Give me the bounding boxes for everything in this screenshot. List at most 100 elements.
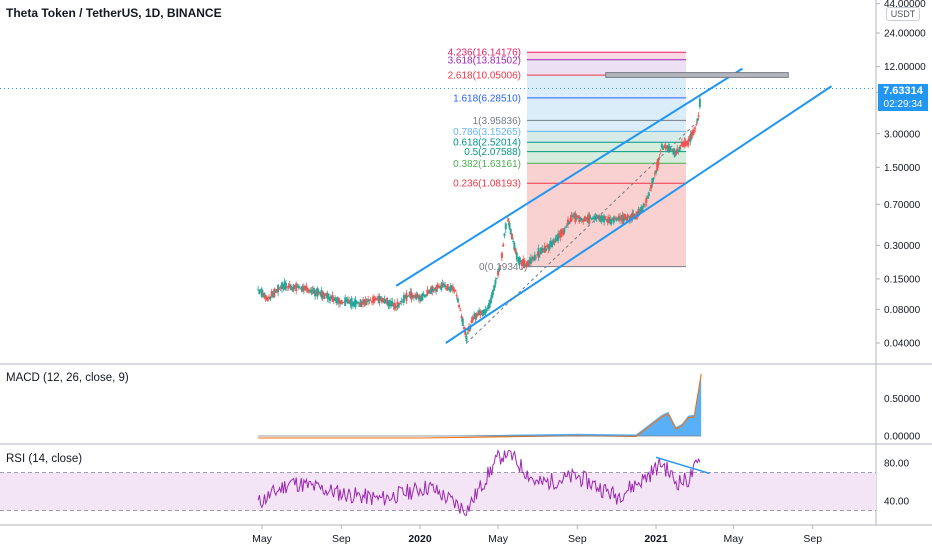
- candle-body: [620, 216, 623, 220]
- candle-body: [470, 320, 473, 323]
- candle-body: [684, 140, 687, 146]
- y-tick-label: 24.00000: [884, 29, 926, 40]
- candle-body: [455, 295, 458, 296]
- candle-body: [560, 229, 563, 235]
- candle-body: [675, 152, 678, 155]
- candle-body: [441, 283, 444, 287]
- candle-body: [459, 310, 462, 311]
- candle-body: [297, 285, 300, 289]
- candle-body: [483, 309, 486, 315]
- candle-body: [679, 145, 682, 147]
- candle-body: [367, 299, 370, 302]
- candle-body: [387, 300, 390, 307]
- candle-body: [616, 218, 619, 220]
- candle-body: [409, 291, 412, 298]
- candle-body: [427, 289, 430, 294]
- candle-body: [564, 226, 567, 228]
- fib-zone: [527, 75, 686, 98]
- candle-body: [474, 313, 477, 320]
- candle-body: [490, 294, 493, 300]
- candle-body: [592, 217, 595, 219]
- candle-body: [577, 215, 579, 218]
- candle-body: [270, 291, 273, 296]
- candle-body: [687, 139, 690, 146]
- candle-body: [512, 241, 515, 242]
- candle-body: [268, 296, 271, 298]
- candle-body: [690, 131, 693, 139]
- candle-body: [341, 302, 344, 303]
- rsi-pane-label: RSI (14, close): [6, 453, 83, 465]
- candle-body: [638, 209, 641, 215]
- candle-body: [450, 285, 453, 290]
- candle-body: [374, 297, 377, 301]
- candle-body: [269, 296, 272, 300]
- candle-body: [583, 217, 586, 221]
- candle-body: [575, 217, 578, 220]
- y-tick-label: 0.04000: [884, 339, 921, 350]
- candle-body: [486, 307, 489, 310]
- candle-body: [698, 98, 701, 108]
- candle-body: [523, 259, 526, 268]
- fib-zone: [527, 163, 686, 184]
- fib-level-label: 2.618(10.05006): [448, 71, 521, 82]
- candle-body: [673, 150, 676, 157]
- candle-body: [697, 115, 700, 117]
- candle-body: [683, 140, 686, 146]
- chart-title: Theta Token / TetherUS, 1D, BINANCE: [6, 6, 222, 20]
- candle-body: [549, 240, 552, 246]
- candle-body: [567, 219, 570, 225]
- candle-body: [288, 284, 291, 288]
- y-tick-label: 1.50000: [884, 163, 921, 174]
- candle-body: [594, 215, 597, 220]
- candle-body: [495, 278, 498, 279]
- candle-body: [515, 252, 518, 260]
- candle-body: [329, 296, 332, 301]
- candle-body: [445, 287, 448, 289]
- candle-body: [508, 222, 511, 229]
- candle-body: [291, 287, 294, 289]
- candle-body: [507, 218, 510, 222]
- candle-body: [419, 295, 421, 301]
- x-tick-label: May: [252, 533, 273, 545]
- candle-body: [527, 260, 530, 267]
- candle-body: [396, 301, 399, 308]
- fib-zone: [527, 120, 686, 132]
- candle-body: [309, 290, 312, 293]
- candle-body: [498, 267, 501, 271]
- candle-body: [536, 254, 539, 256]
- y-tick-label: 12.00000: [884, 62, 926, 73]
- candle-body: [277, 284, 280, 293]
- candle-body: [271, 291, 274, 298]
- candle-body: [665, 145, 668, 150]
- candle-body: [668, 146, 671, 152]
- candle-body: [421, 293, 424, 301]
- candle-body: [334, 297, 337, 301]
- candle-body: [324, 293, 327, 296]
- candle-body: [295, 283, 298, 291]
- candle-body: [393, 302, 396, 310]
- candle-body: [416, 294, 419, 298]
- candle-body: [423, 294, 426, 298]
- fib-zone: [527, 183, 686, 267]
- candle-body: [642, 203, 645, 207]
- candle-body: [369, 299, 372, 301]
- candle-body: [392, 304, 395, 307]
- candle-body: [497, 270, 500, 276]
- candle-body: [553, 239, 556, 243]
- fib-zone: [527, 59, 686, 76]
- rsi-divergence-line: [655, 456, 710, 475]
- candle-body: [546, 244, 549, 247]
- candle-body: [587, 214, 590, 223]
- candle-body: [414, 294, 417, 299]
- candle-body: [617, 215, 620, 221]
- candle-body: [317, 291, 320, 294]
- candle-body: [676, 148, 679, 154]
- rsi-y-tick-label: 40.00: [884, 497, 909, 508]
- candle-body: [480, 310, 483, 313]
- candle-body: [372, 296, 375, 304]
- candle-body: [595, 214, 598, 218]
- candle-body: [319, 292, 322, 295]
- candle-body: [579, 217, 582, 221]
- currency-badge[interactable]: USDT: [886, 7, 920, 21]
- candle-body: [432, 289, 435, 291]
